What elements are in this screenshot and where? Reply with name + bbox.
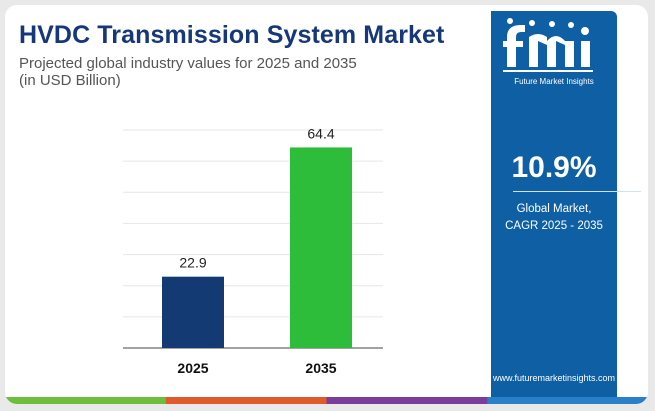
website-url: www.futuremarketinsights.com: [492, 373, 616, 383]
x-tick-label-2035: 2035: [305, 360, 336, 376]
footer-stripe-segment: [5, 397, 167, 404]
fmi-logo: [503, 18, 593, 72]
data-label-2025: 22.9: [179, 255, 206, 271]
data-label-2035: 64.4: [307, 125, 334, 141]
subtitle-line-1: Projected global industry values for 202…: [19, 55, 357, 72]
brand-caption: Future Market Insights: [514, 77, 594, 86]
bar-chart: 22.9 2025 64.4 2035: [123, 125, 383, 376]
cagr-panel: Future Market Insights 10.9% Global Mark…: [491, 11, 641, 398]
chart-subtitle: Projected global industry values for 202…: [19, 55, 357, 89]
infographic-card: HVDC Transmission System Market Projecte…: [5, 5, 648, 404]
chart-title: HVDC Transmission System Market: [19, 21, 445, 49]
subtitle-line-2: (in USD Billion): [19, 72, 121, 89]
footer-stripe-segment: [165, 397, 328, 404]
cagr-label-line-1: Global Market,: [516, 203, 592, 215]
footer-color-stripe: [5, 397, 648, 404]
bar-2025: [162, 276, 224, 348]
footer-stripe-segment: [487, 397, 648, 404]
bar-2035: [290, 147, 352, 348]
cagr-label-line-2: CAGR 2025 - 2035: [505, 220, 603, 232]
x-tick-label-2025: 2025: [177, 360, 208, 376]
cagr-value: 10.9%: [511, 151, 597, 184]
cagr-label: Global Market, CAGR 2025 - 2035: [491, 201, 617, 235]
footer-stripe-segment: [326, 397, 489, 404]
panel-divider: [513, 191, 641, 192]
